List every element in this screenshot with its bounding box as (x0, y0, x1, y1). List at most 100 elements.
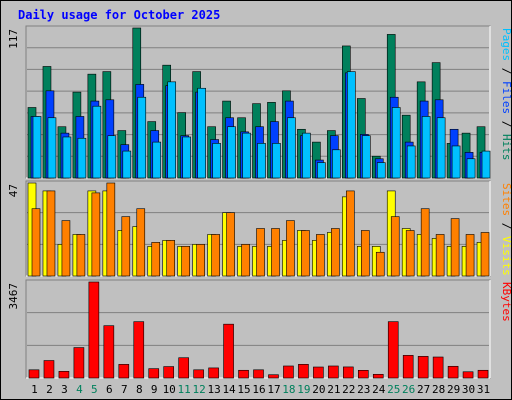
sites-bar (435, 234, 445, 277)
kbytes-bar (58, 371, 70, 379)
kbytes-bar (343, 366, 354, 379)
kbytes-bar (387, 321, 399, 379)
sites-bar (271, 228, 280, 277)
pages-bar (272, 143, 281, 179)
sites-bar (121, 216, 131, 277)
pages-bar (197, 87, 206, 179)
kbytes-bar (103, 325, 115, 379)
kbytes-bar (28, 369, 40, 379)
legend-visits: Visits (500, 236, 512, 276)
legend-kbytes: KBytes (500, 282, 512, 322)
pages-bar (122, 150, 132, 179)
kbytes-bar (268, 374, 279, 379)
kbytes-bar (118, 364, 130, 379)
x-axis-label-day-20: 20 (312, 383, 325, 396)
pages-bar (406, 145, 416, 179)
pages-bar (62, 136, 72, 179)
pages-bar (332, 149, 341, 179)
x-axis-label-day-12: 12 (193, 383, 206, 396)
pages-bar (32, 116, 42, 179)
y-max-label: 47 (7, 184, 20, 197)
legend-middle: Sites / Visits (500, 183, 512, 276)
sites-bar (405, 230, 415, 277)
kbytes-bar (223, 323, 234, 379)
sites-bar (450, 218, 460, 277)
legend-pages: Pages (500, 28, 512, 61)
pages-bar (182, 136, 191, 179)
x-axis-label-day-1: 1 (31, 383, 38, 396)
pages-bar (212, 143, 221, 179)
sites-bar (196, 244, 205, 277)
sites-bar (465, 234, 475, 277)
x-axis-label-day-18: 18 (282, 383, 295, 396)
y-max-label: 3467 (7, 283, 20, 310)
x-axis-label-day-23: 23 (357, 383, 370, 396)
kbytes-bar (432, 356, 444, 379)
kbytes-bar (402, 355, 414, 379)
x-axis-label-day-30: 30 (462, 383, 475, 396)
kbytes-bar (73, 347, 85, 379)
pages-bar (167, 81, 177, 179)
x-axis-label-day-4: 4 (76, 383, 83, 396)
sites-bar (286, 220, 295, 277)
kbytes-bar (193, 369, 204, 379)
kbytes-bar (372, 373, 384, 379)
sites-bar (61, 220, 71, 277)
kbytes-bar (178, 357, 189, 379)
x-axis-label-day-9: 9 (151, 383, 158, 396)
x-axis-label-day-17: 17 (267, 383, 280, 396)
panel-bottom (25, 279, 491, 379)
x-axis-label-day-28: 28 (432, 383, 445, 396)
x-axis-label-day-29: 29 (447, 383, 460, 396)
x-axis-label-day-3: 3 (61, 383, 68, 396)
legend-/: / (500, 216, 512, 236)
kbytes-bar (253, 369, 264, 379)
sites-bar (31, 208, 41, 277)
pages-bar (466, 158, 476, 179)
sites-bar (331, 228, 340, 277)
kbytes-bar (88, 281, 100, 379)
x-axis-label-day-8: 8 (136, 383, 143, 396)
kbytes-bar (477, 369, 489, 379)
y-max-label: 117 (7, 29, 20, 49)
pages-bar (421, 116, 431, 179)
kbytes-bar (417, 356, 429, 379)
pages-bar (436, 117, 446, 179)
legend-sites: Sites (500, 183, 512, 216)
sites-bar (91, 192, 101, 277)
pages-bar (376, 162, 386, 179)
pages-bar (47, 117, 57, 179)
pages-bar (137, 96, 147, 179)
sites-bar (241, 244, 250, 277)
sites-bar (301, 230, 310, 277)
kbytes-bar (163, 366, 175, 379)
pages-bar (242, 132, 251, 179)
pages-bar (92, 105, 102, 179)
sites-bar (390, 216, 400, 277)
x-axis-label-day-26: 26 (402, 383, 415, 396)
kbytes-bar (283, 365, 294, 379)
legend-hits: Hits (500, 134, 512, 161)
kbytes-bar (328, 365, 339, 379)
sites-bar (106, 182, 116, 277)
kbytes-bar (357, 370, 369, 379)
pages-bar (152, 141, 162, 179)
kbytes-bar (447, 365, 459, 379)
sites-bar (136, 208, 146, 277)
pages-bar (77, 137, 87, 179)
sites-bar (76, 234, 86, 277)
chart-title: Daily usage for October 2025 (18, 8, 220, 22)
legend-files: Files (500, 81, 512, 114)
sites-bar (181, 246, 190, 277)
x-axis-label-day-24: 24 (372, 383, 386, 396)
x-axis-label-day-6: 6 (106, 383, 113, 396)
pages-bar (347, 71, 356, 179)
x-axis-label-day-21: 21 (327, 383, 340, 396)
x-axis-label-day-14: 14 (222, 383, 236, 396)
sites-bar (211, 234, 220, 277)
pages-bar (227, 126, 236, 179)
x-axis-label-day-19: 19 (297, 383, 310, 396)
x-axis-label-day-10: 10 (163, 383, 176, 396)
kbytes-bar (208, 367, 219, 379)
